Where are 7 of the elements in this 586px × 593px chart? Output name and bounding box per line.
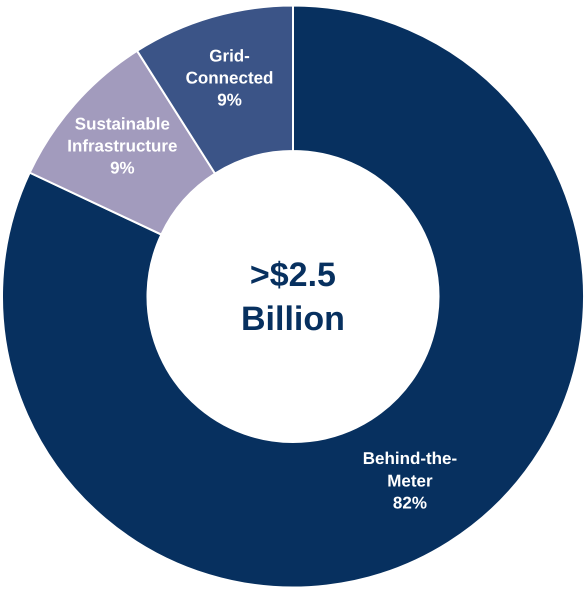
slice-label: Behind-the-Meter xyxy=(362,449,458,490)
slice-label: Sustainable Infrastructure xyxy=(67,114,178,156)
data-label: 9% xyxy=(217,90,242,110)
slice-label: Grid-Connected xyxy=(186,46,274,88)
data-label: 9% xyxy=(110,158,135,178)
text: >$2.5 Billion xyxy=(241,256,345,338)
data-label: 82% xyxy=(392,493,427,512)
